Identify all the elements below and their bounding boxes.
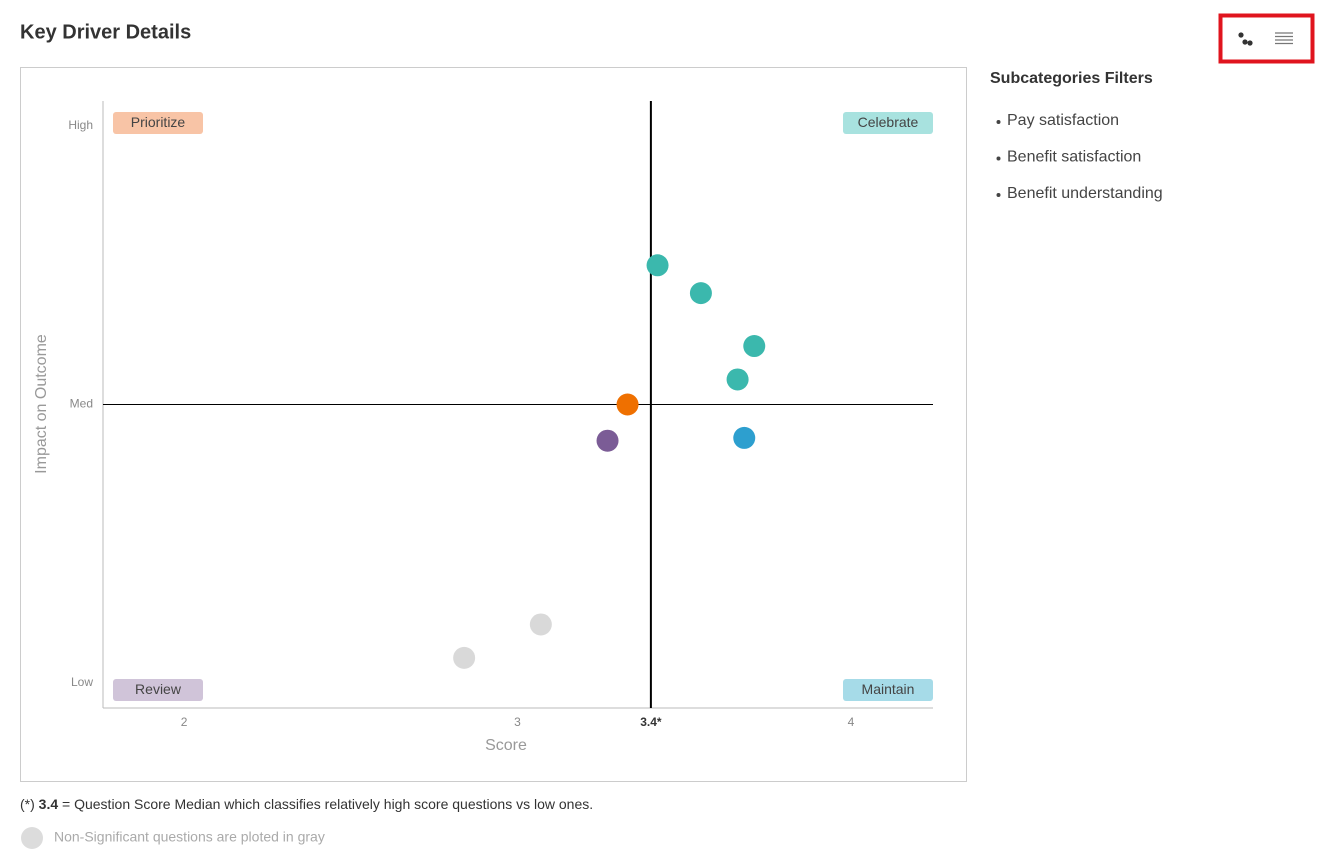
data-point	[616, 393, 639, 416]
y-tick-label: Low	[71, 675, 93, 689]
quadrant-label: Prioritize	[131, 114, 186, 130]
x-tick-label: 2	[181, 715, 188, 729]
filter-item: Benefit satisfaction	[1007, 149, 1141, 166]
scatter-view-icon[interactable]	[1238, 32, 1253, 46]
icon-dot	[1242, 39, 1248, 45]
quadrant-label: Review	[135, 681, 182, 697]
bullet	[996, 156, 1001, 161]
data-point	[453, 646, 476, 669]
footnote: (*) 3.4 = Question Score Median which cl…	[20, 796, 593, 812]
footnote-text: = Question Score Median which classifies…	[62, 796, 593, 812]
quadrant-label: Maintain	[862, 681, 915, 697]
y-tick-label: Med	[70, 397, 93, 411]
x-tick-label: 3.4*	[640, 715, 662, 729]
data-point	[743, 335, 766, 358]
footnote-prefix: (*)	[20, 796, 35, 812]
bullet	[996, 193, 1001, 197]
quadrant-badge	[113, 112, 203, 134]
gray-note: Non-Significant questions are ploted in …	[54, 829, 325, 845]
x-axis-title: Score	[485, 737, 527, 754]
filter-item: Benefit understanding	[1007, 185, 1163, 202]
data-point	[689, 282, 712, 305]
data-point	[596, 429, 619, 452]
x-tick-label: 4	[848, 715, 855, 729]
data-point	[646, 254, 669, 277]
quadrant-badge	[113, 679, 203, 701]
filters-title: Subcategories Filters	[990, 70, 1153, 87]
icon-dot	[1247, 40, 1253, 46]
page-title: Key Driver Details	[20, 21, 191, 43]
quadrant-label: Celebrate	[858, 114, 919, 130]
icon-dot	[1238, 32, 1244, 38]
data-point	[529, 613, 552, 636]
y-axis-title: Impact on Outcome	[33, 334, 50, 474]
y-tick-label: High	[68, 118, 93, 132]
footnote-value: 3.4	[39, 796, 59, 812]
bullet	[996, 120, 1001, 124]
list-view-icon[interactable]	[1275, 32, 1293, 45]
gray-legend-dot	[21, 827, 43, 849]
x-tick-label: 3	[514, 715, 521, 729]
data-point	[733, 426, 756, 449]
filter-item: Pay satisfaction	[1007, 112, 1119, 129]
quadrant-badge	[843, 112, 933, 134]
data-point	[726, 368, 749, 391]
chart-frame	[20, 67, 967, 782]
quadrant-badge	[843, 679, 933, 701]
highlight-box	[1218, 13, 1315, 64]
